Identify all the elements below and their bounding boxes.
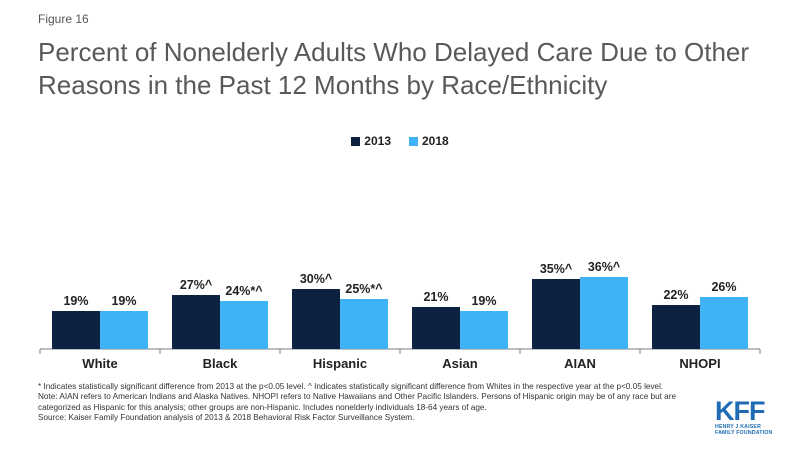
legend-swatch-2013	[351, 136, 361, 146]
category-label-asian: Asian	[442, 356, 477, 371]
bar-2013-black	[172, 295, 220, 349]
data-label-2013-black: 27%^	[180, 278, 213, 292]
footnote-note: Note: AIAN refers to American Indians an…	[38, 392, 677, 412]
bar-2018-asian	[460, 311, 508, 349]
legend-label-2013: 2013	[364, 134, 391, 148]
data-label-2018-black: 24%*^	[225, 284, 263, 298]
bar-2018-hispanic	[340, 299, 388, 349]
data-label-2013-white: 19%	[63, 294, 88, 308]
logo-subtitle-line2: FAMILY FOUNDATION	[715, 430, 773, 436]
bar-2018-aian	[580, 277, 628, 349]
chart-title: Percent of Nonelderly Adults Who Delayed…	[38, 37, 750, 100]
chart-legend: 2013 2018	[0, 134, 800, 148]
legend-item-2013: 2013	[351, 134, 391, 148]
data-label-2018-asian: 19%	[471, 294, 496, 308]
bar-2013-hispanic	[292, 289, 340, 349]
data-label-2018-white: 19%	[111, 294, 136, 308]
category-label-nhopi: NHOPI	[679, 356, 720, 371]
bar-2018-nhopi	[700, 297, 748, 349]
figure-label: Figure 16	[38, 12, 89, 26]
logo-wordmark: KFF	[715, 396, 765, 426]
footnotes: * Indicates statistically significant di…	[38, 382, 688, 424]
bar-2018-white	[100, 311, 148, 349]
data-label-2018-nhopi: 26%	[711, 280, 736, 294]
bar-2013-aian	[532, 279, 580, 349]
bar-chart: 19% 19% White 27%^ 24%*^ Black 30%^ 25%*^ Hispan…	[39, 260, 761, 371]
data-label-2018-hispanic: 25%*^	[345, 282, 383, 296]
logo-subtitle-line1: HENRY J KAISER	[715, 424, 762, 430]
footnote-source: Source: Kaiser Family Foundation analysi…	[38, 413, 415, 423]
bar-2013-nhopi	[652, 305, 700, 349]
kff-logo: KFF HENRY J KAISER FAMILY FOUNDATION	[715, 396, 775, 437]
data-label-2018-aian: 36%^	[588, 260, 621, 274]
footnote-significance: * Indicates statistically significant di…	[38, 382, 664, 391]
data-label-2013-nhopi: 22%	[663, 288, 688, 302]
category-label-aian: AIAN	[564, 356, 596, 371]
legend-label-2018: 2018	[422, 134, 449, 148]
data-label-2013-aian: 35%^	[540, 262, 573, 276]
category-label-hispanic: Hispanic	[313, 356, 367, 371]
bar-2013-white	[52, 311, 100, 349]
data-label-2013-asian: 21%	[423, 290, 448, 304]
bar-2018-black	[220, 301, 268, 349]
category-label-white: White	[82, 356, 117, 371]
data-label-2013-hispanic: 30%^	[300, 272, 333, 286]
legend-swatch-2018	[409, 136, 418, 146]
legend-item-2018: 2018	[409, 134, 449, 148]
category-label-black: Black	[203, 356, 238, 371]
bar-2013-asian	[412, 307, 460, 349]
